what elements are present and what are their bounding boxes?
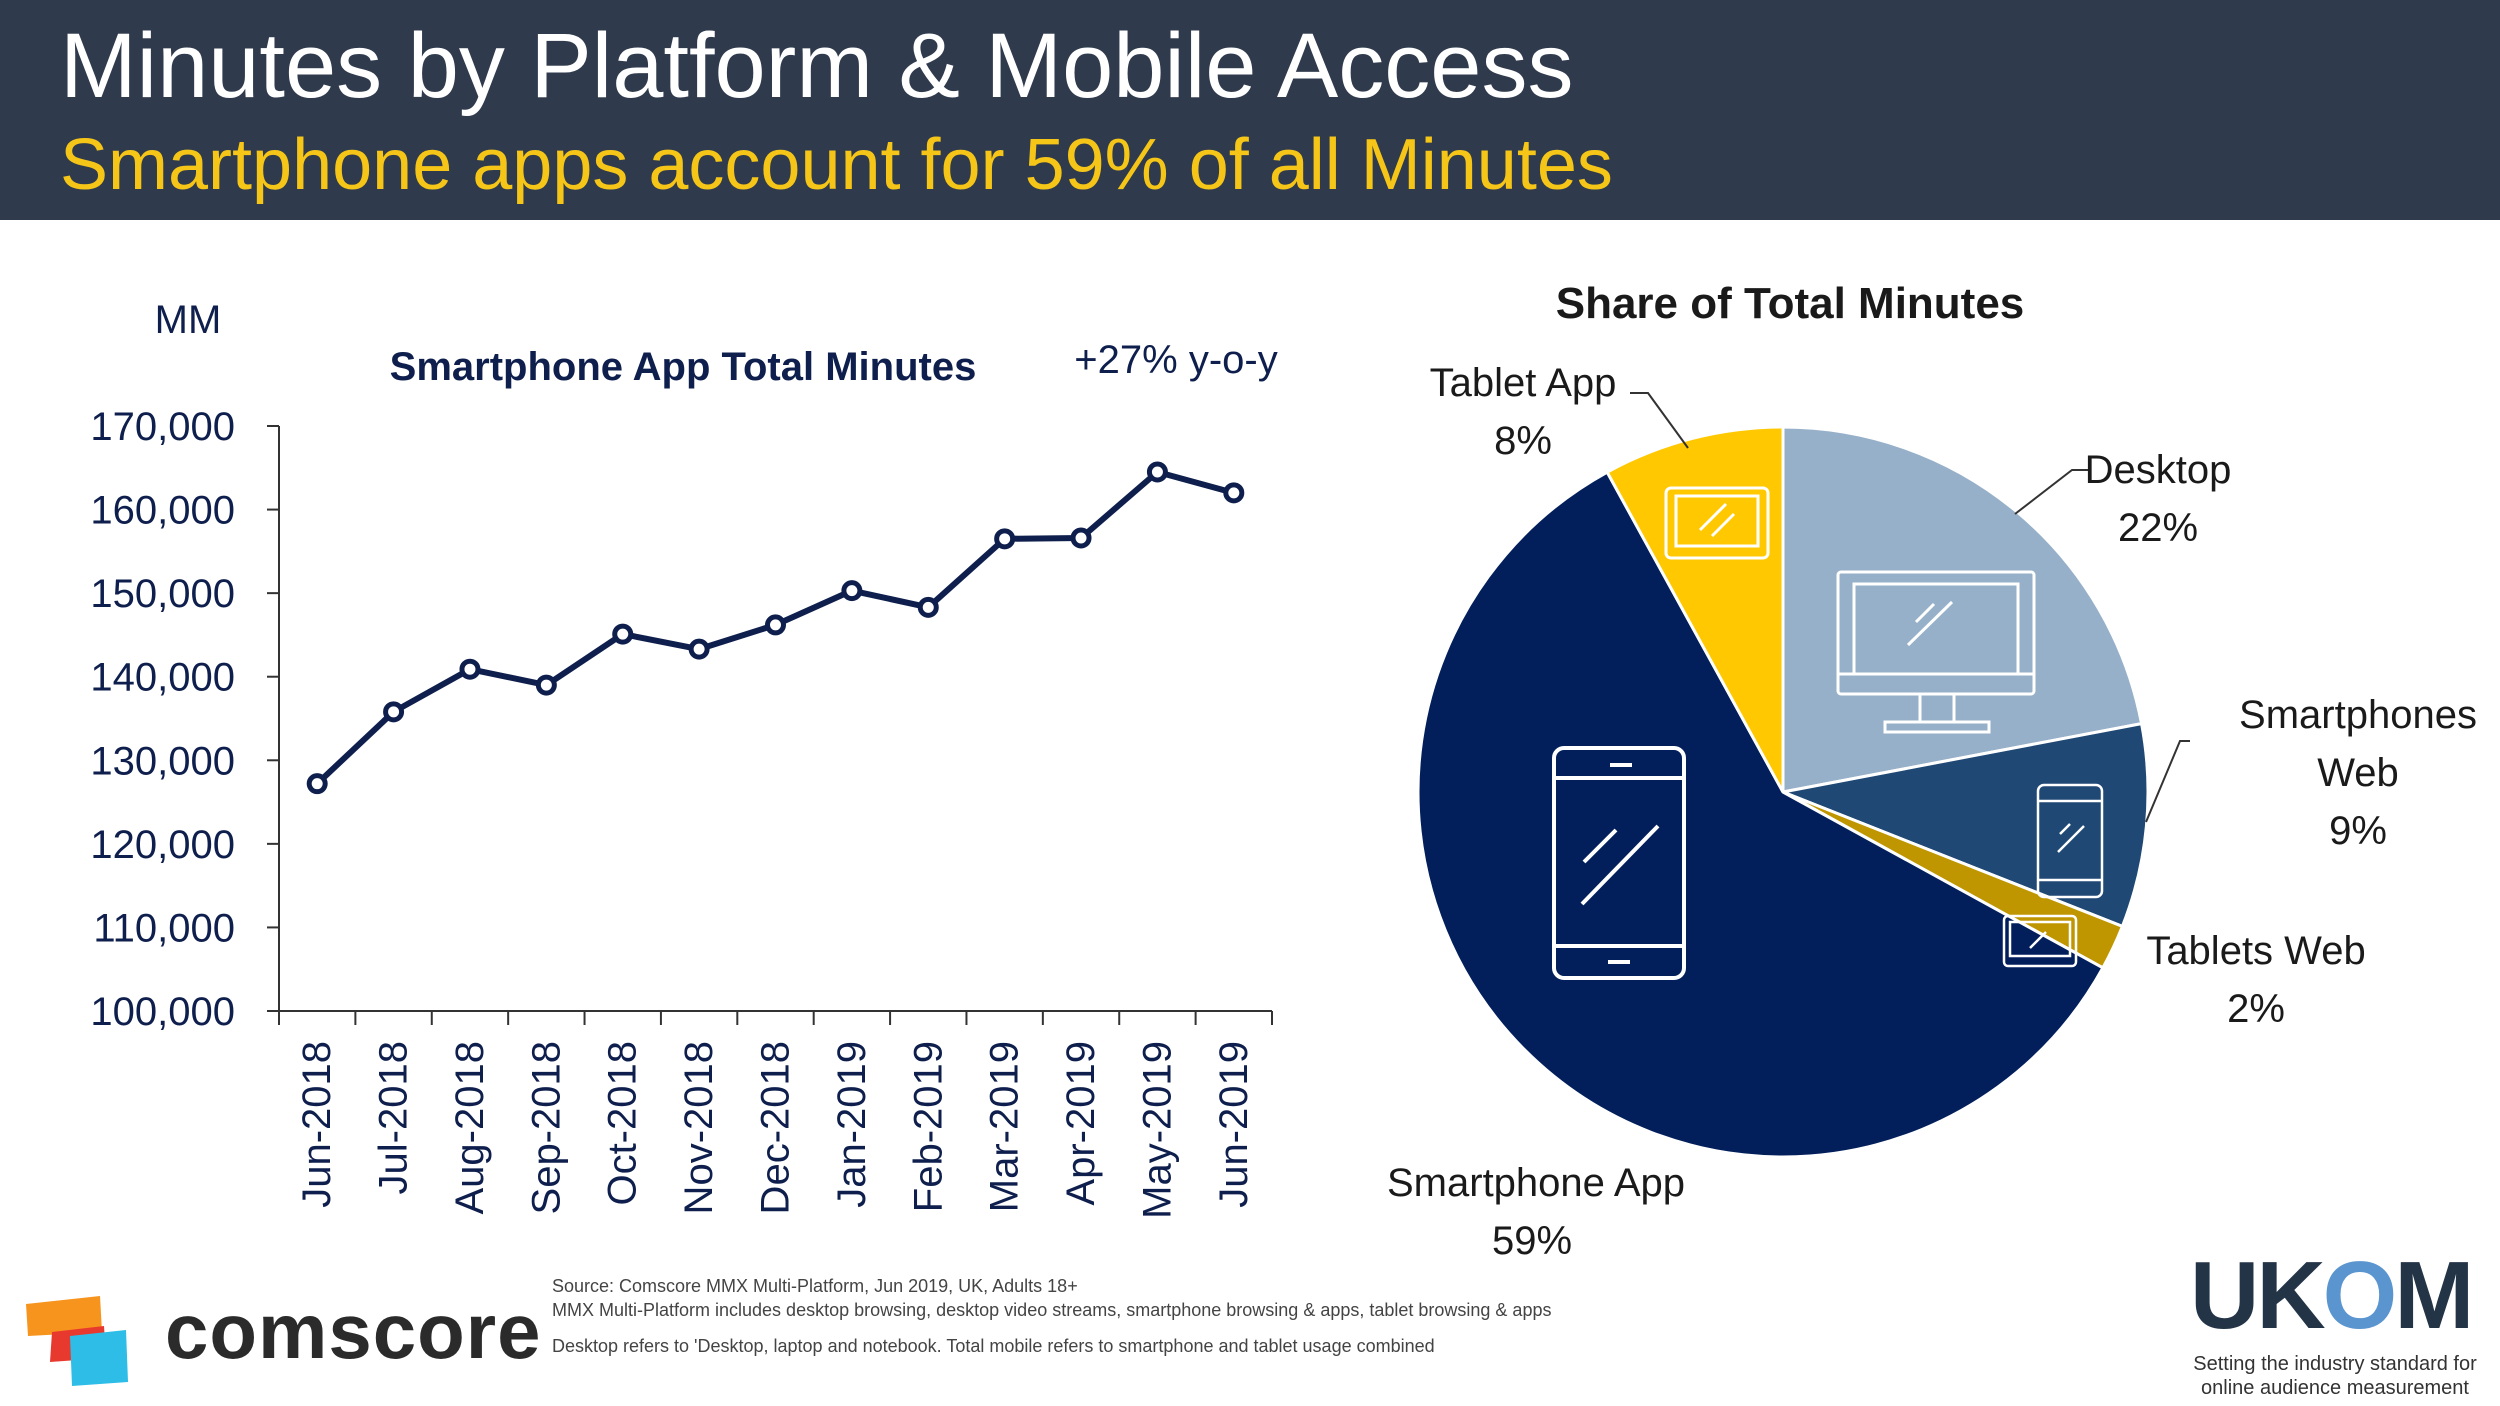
data-point xyxy=(1223,482,1245,504)
pie-label-line: Smartphones xyxy=(2239,693,2477,737)
x-tick-label: Jul-2018 xyxy=(372,1041,416,1194)
pie-label-line: Web xyxy=(2317,751,2399,795)
y-tick-label: 150,000 xyxy=(90,572,235,616)
data-point xyxy=(306,773,328,795)
x-tick-label: Dec-2018 xyxy=(754,1041,798,1214)
ukom-logo: UKOM Setting the industry standard for o… xyxy=(2190,1248,2480,1400)
x-tick-label: Feb-2019 xyxy=(906,1041,950,1212)
ukom-word-o: O xyxy=(2322,1242,2398,1349)
data-point xyxy=(917,596,939,618)
data-point xyxy=(688,638,710,660)
pie-slice-desktop xyxy=(1781,425,2144,794)
tablet-app-tablet-icon xyxy=(1664,486,1770,560)
pie-slice-smartphones-web xyxy=(1777,721,2150,929)
line-chart-unit-label: MM xyxy=(155,298,222,342)
pie-value-smartphones-web: 9% xyxy=(2329,809,2387,853)
x-tick-label: Sep-2018 xyxy=(524,1041,568,1214)
pie-label-tablets-web: Tablets Web xyxy=(2146,929,2365,973)
data-point xyxy=(765,614,786,636)
line-chart: 100,000 110,000 120,000 130,000 140,000 150,0… xyxy=(90,405,1273,1219)
x-tick-label: Apr-2019 xyxy=(1059,1041,1103,1206)
smartphones-web-phone-icon xyxy=(2036,783,2104,899)
pie-value-smartphone-app: 59% xyxy=(1492,1219,1572,1263)
ukom-wordmark: UKOM xyxy=(2190,1248,2480,1344)
data-point xyxy=(1146,461,1168,483)
pie-leader-lines xyxy=(1630,392,2190,823)
pie-slice-smartphone-app xyxy=(1416,470,2105,1159)
header-banner: Minutes by Platform & Mobile Access Smar… xyxy=(0,0,2500,220)
x-tick-label: Oct-2018 xyxy=(601,1041,645,1206)
smartphone-app-phone-icon xyxy=(1552,746,1686,980)
pie-value-desktop: 22% xyxy=(2118,506,2198,550)
data-point xyxy=(459,658,481,680)
y-tick-label: 170,000 xyxy=(90,405,235,449)
pie-label-desktop: Desktop xyxy=(2085,448,2232,492)
y-tick-label: 130,000 xyxy=(90,739,235,783)
page-title: Minutes by Platform & Mobile Access xyxy=(60,15,1574,117)
leader-tablet-app xyxy=(1630,392,1689,449)
desktop-monitor-icon xyxy=(1836,570,2036,734)
pie-label-smartphone-app: Smartphone App xyxy=(1387,1161,1685,1205)
pie-chart-title: Share of Total Minutes xyxy=(1556,279,2025,328)
source-note: Source: Comscore MMX Multi-Platform, Jun… xyxy=(552,1276,1078,1296)
x-tick-label: Jan-2019 xyxy=(830,1041,874,1208)
ukom-tagline-2: online audience measurement xyxy=(2201,1377,2469,1399)
y-tick-label: 160,000 xyxy=(90,489,235,533)
ukom-word-m: M xyxy=(2394,1242,2474,1349)
line-chart-title: Smartphone App Total Minutes xyxy=(390,345,977,389)
y-tick-label: 100,000 xyxy=(90,990,235,1034)
pie-slice-tablet-app xyxy=(1605,425,1785,793)
footnotes: Source: Comscore MMX Multi-Platform, Jun… xyxy=(552,1274,1551,1358)
comscore-logo-icon xyxy=(26,1296,128,1386)
data-point xyxy=(535,674,557,696)
mmx-note: MMX Multi-Platform includes desktop brow… xyxy=(552,1300,1552,1320)
ukom-tagline: Setting the industry standard for online… xyxy=(2190,1352,2480,1400)
leader-desktop xyxy=(2014,469,2088,515)
pie-label-smartphones-web: Smartphones Web xyxy=(2239,693,2477,795)
y-tick-label: 140,000 xyxy=(90,656,235,700)
page-subtitle: Smartphone apps account for 59% of all M… xyxy=(60,125,1613,205)
data-point xyxy=(612,623,634,645)
comscore-brand: comscore xyxy=(165,1287,542,1375)
tablets-web-tablet-icon xyxy=(2002,914,2078,968)
pie-label-tablet-app: Tablet App xyxy=(1430,361,1617,405)
leader-smartphones-web xyxy=(2145,740,2190,823)
data-point xyxy=(994,528,1016,550)
data-point xyxy=(383,701,405,723)
x-tick-label: Jun-2019 xyxy=(1212,1041,1256,1208)
data-point xyxy=(841,580,863,602)
data-point xyxy=(1070,527,1092,549)
ukom-tagline-1: Setting the industry standard for xyxy=(2193,1353,2477,1375)
desktop-note: Desktop refers to 'Desktop, laptop and n… xyxy=(552,1336,1435,1356)
line-chart-growth-label: +27% y-o-y xyxy=(1074,338,1277,382)
x-tick-label: Nov-2018 xyxy=(677,1041,721,1214)
x-tick-label: Mar-2019 xyxy=(983,1041,1027,1212)
pie-value-tablet-app: 8% xyxy=(1494,419,1552,463)
y-tick-label: 110,000 xyxy=(93,906,235,950)
x-tick-label: Aug-2018 xyxy=(448,1041,492,1214)
x-tick-label: May-2019 xyxy=(1135,1041,1179,1219)
pie-chart xyxy=(1416,425,2150,1159)
y-tick-label: 120,000 xyxy=(90,823,235,867)
x-tick-label: Jun-2018 xyxy=(295,1041,339,1208)
ukom-word-uk: UK xyxy=(2190,1242,2326,1349)
pie-value-tablets-web: 2% xyxy=(2227,987,2285,1031)
